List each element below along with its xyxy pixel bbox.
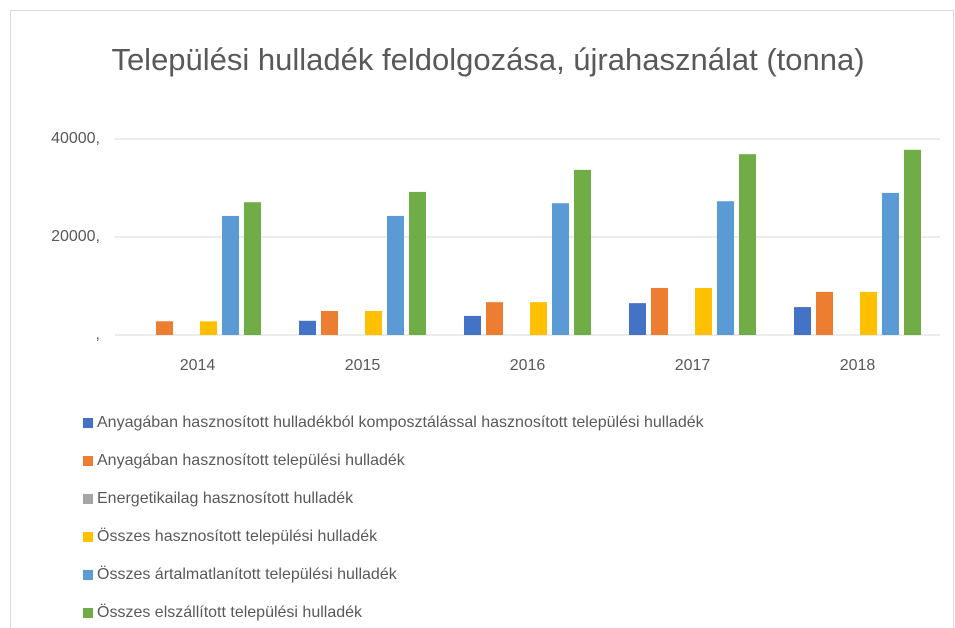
chart-frame	[10, 10, 954, 628]
legend-swatch	[83, 418, 93, 428]
bar	[530, 302, 547, 335]
bar	[486, 302, 503, 335]
bar	[552, 203, 569, 335]
x-tick-label: 2016	[510, 357, 546, 374]
y-tick-label: 40000,	[51, 130, 100, 147]
legend-swatch	[83, 532, 93, 542]
bar	[321, 310, 338, 335]
bar	[299, 320, 316, 335]
bar	[794, 307, 811, 335]
bar	[156, 321, 173, 335]
bar	[409, 191, 426, 335]
legend-label: Anyagában hasznosított települési hullad…	[97, 452, 406, 469]
legend-label: Anyagában hasznosított hulladékból kompo…	[97, 414, 705, 431]
y-tick-label: 20000,	[51, 228, 100, 245]
x-tick-label: 2017	[675, 357, 711, 374]
bar	[387, 215, 404, 335]
bar	[464, 315, 481, 335]
legend-label: Összes elszállított települési hulladék	[97, 603, 363, 621]
y-tick-label: ,	[96, 326, 100, 343]
legend-label: Energetikailag hasznosított hulladék	[97, 490, 354, 507]
legend-label: Összes hasznosított települési hulladék	[97, 527, 378, 545]
chart-title: Települési hulladék feldolgozása, újraha…	[111, 42, 865, 77]
bar	[574, 169, 591, 335]
bar	[882, 192, 899, 335]
bar	[244, 202, 261, 335]
legend-swatch	[83, 608, 93, 618]
bar	[629, 303, 646, 335]
x-tick-label: 2015	[345, 357, 381, 374]
bar	[816, 291, 833, 335]
bar	[222, 215, 239, 335]
bar	[200, 321, 217, 335]
bar	[717, 201, 734, 335]
legend-swatch	[83, 570, 93, 580]
bar	[651, 287, 668, 335]
bar	[860, 291, 877, 335]
legend-swatch	[83, 494, 93, 504]
bar	[695, 287, 712, 335]
legend-swatch	[83, 456, 93, 466]
bar	[904, 149, 921, 335]
legend-label: Összes ártalmatlanított települési hulla…	[97, 565, 398, 583]
bar	[365, 310, 382, 335]
bar	[739, 154, 756, 335]
x-tick-label: 2018	[840, 357, 876, 374]
x-tick-label: 2014	[180, 357, 216, 374]
